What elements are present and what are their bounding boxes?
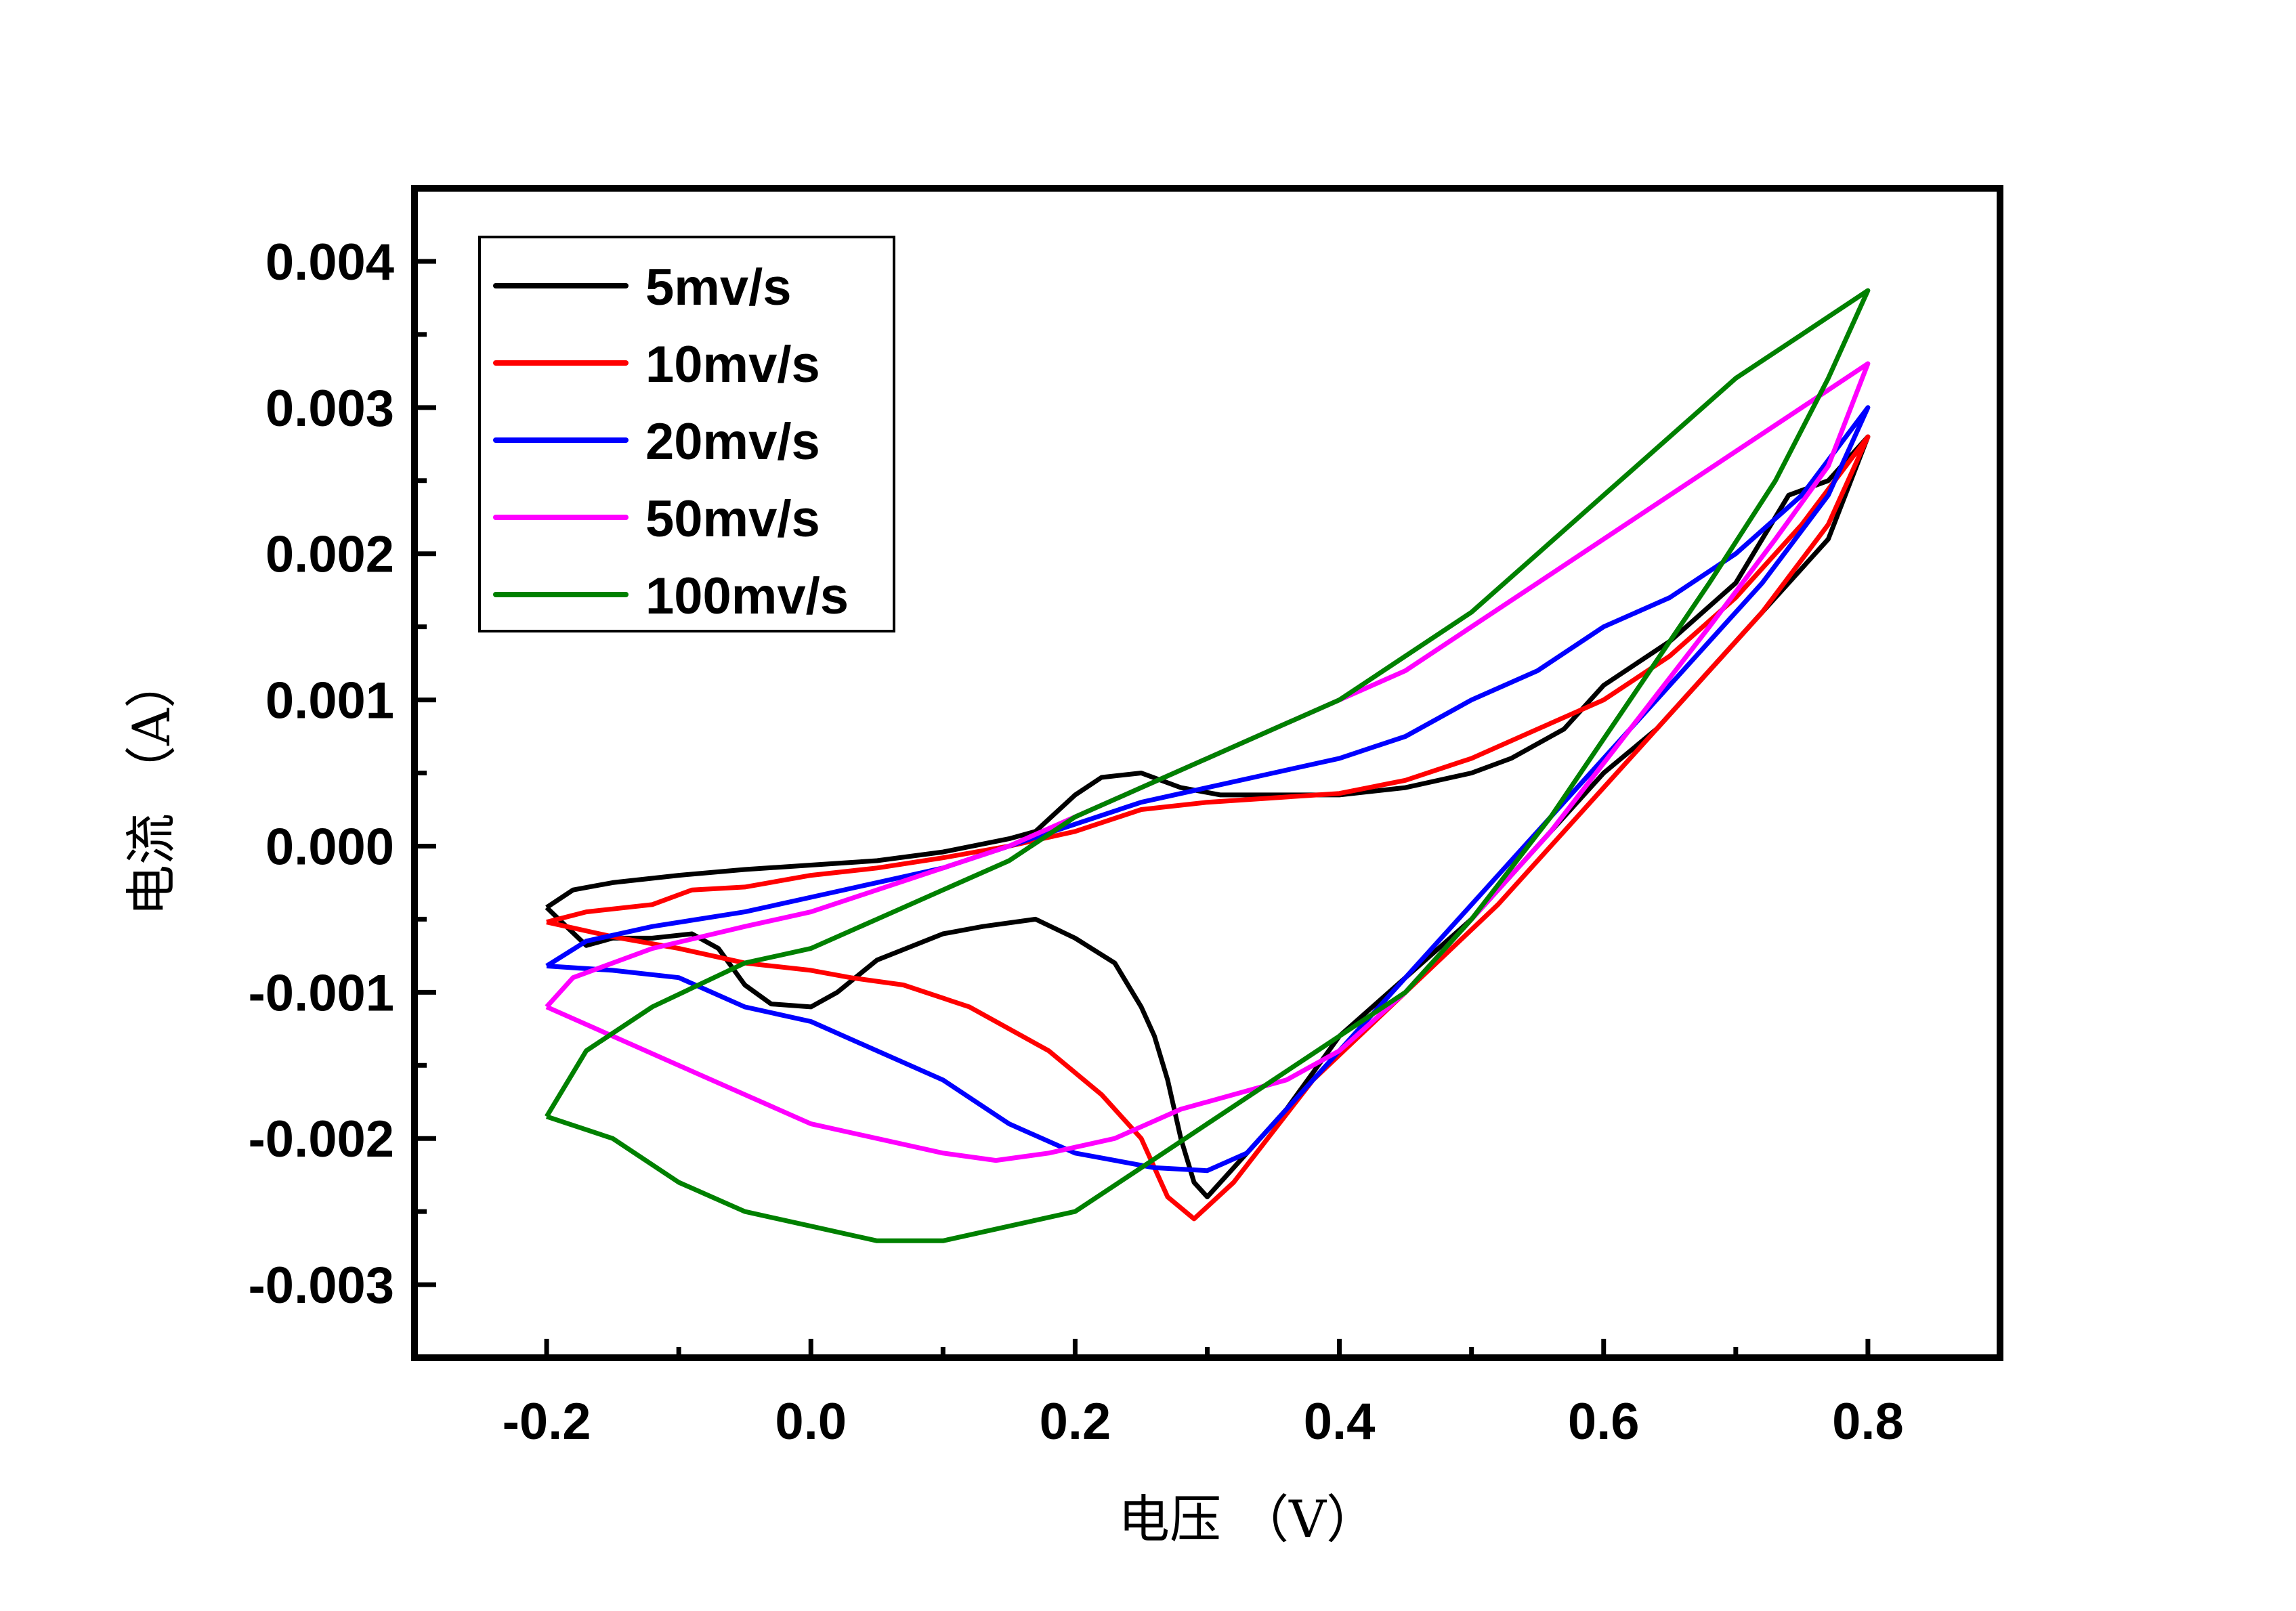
legend-box: [478, 236, 895, 632]
y-axis-title: 电流 （A）: [121, 657, 182, 916]
x-axis-title: 电压 （V）: [1118, 1489, 1378, 1549]
legend-label: 50mv/s: [645, 490, 820, 548]
legend-label: 100mv/s: [645, 567, 849, 625]
legend: 5mv/s 10mv/s 20mv/s 50mv/s 100mv/s: [478, 236, 895, 632]
y-tick-label: 0.004: [265, 234, 394, 291]
y-tick-label: -0.001: [249, 964, 395, 1022]
legend-label: 20mv/s: [645, 413, 820, 471]
x-tick-label: 0.6: [1568, 1393, 1640, 1451]
x-tick-label: 0.8: [1832, 1393, 1904, 1451]
legend-item: 10mv/s: [493, 336, 820, 393]
y-tick-label: -0.002: [249, 1111, 395, 1168]
x-tick-label: 0.2: [1040, 1393, 1111, 1451]
ticks-layer: -0.2 0.0 0.2 0.4 0.6 0.8 0.004 0.003 0.002 0.001 0…: [249, 234, 2003, 1451]
series-line-100mv-per-s: [545, 288, 1871, 1243]
series-layer: [545, 288, 1871, 1243]
y-tick-label: 0.003: [265, 380, 394, 437]
legend-item: 5mv/s: [493, 259, 792, 316]
x-tick-label: 0.4: [1304, 1393, 1376, 1451]
x-tick-label: -0.2: [503, 1393, 591, 1451]
y-tick-label: 0.000: [265, 818, 394, 876]
y-tick-label: 0.002: [265, 526, 394, 584]
legend-item: 50mv/s: [493, 490, 820, 548]
legend-label: 10mv/s: [645, 336, 820, 393]
y-tick-label: -0.003: [249, 1257, 395, 1314]
legend-item: 20mv/s: [493, 413, 820, 471]
x-tick-label: 0.0: [775, 1393, 847, 1451]
series-line-10mv-per-s: [546, 434, 1871, 1222]
legend-label: 5mv/s: [645, 259, 792, 316]
y-tick-label: 0.001: [265, 672, 394, 730]
series-line-50mv-per-s: [545, 361, 1871, 1163]
legend-item: 100mv/s: [493, 567, 849, 625]
